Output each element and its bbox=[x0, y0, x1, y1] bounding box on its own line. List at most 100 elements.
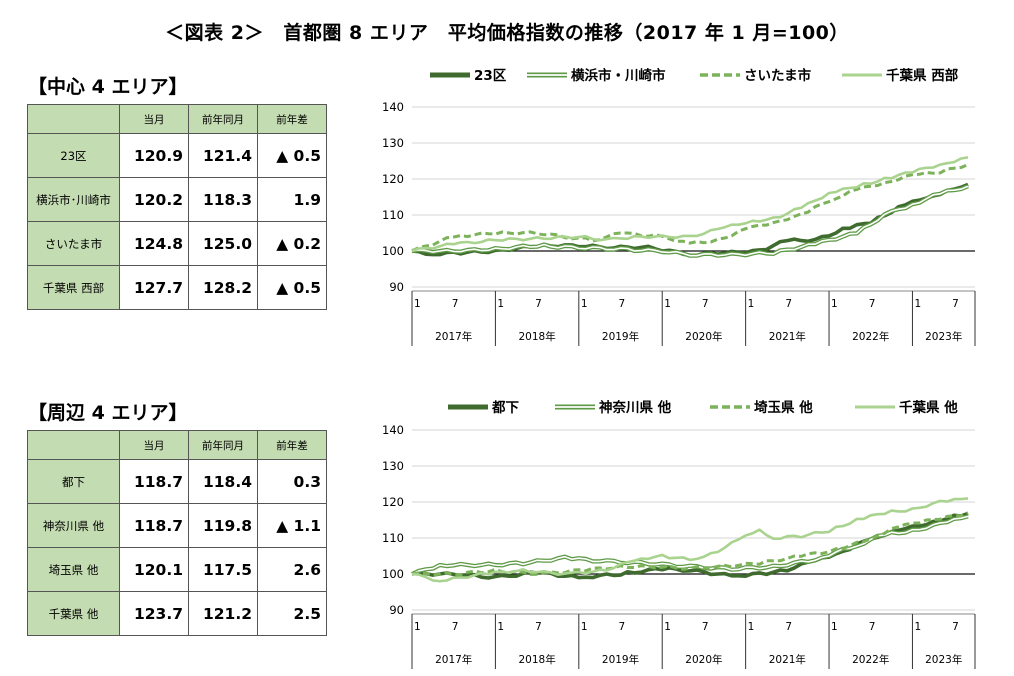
month-tick-label: 1 bbox=[664, 298, 671, 310]
yoy-diff-value: ▲ 0.5 bbox=[257, 133, 327, 178]
legend-label: 神奈川県 他 bbox=[599, 399, 672, 416]
y-tick-label: 100 bbox=[382, 567, 404, 581]
legend-item: 都下 bbox=[448, 400, 520, 416]
year-label: 2017年 bbox=[435, 653, 472, 666]
month-tick-label: 1 bbox=[414, 621, 421, 633]
prior-year-value: 117.5 bbox=[188, 547, 258, 592]
prior-year-value: 118.3 bbox=[188, 177, 258, 222]
month-tick-label: 1 bbox=[581, 298, 588, 310]
y-tick-label: 100 bbox=[382, 244, 404, 258]
table-row: さいたま市 124.8 125.0 ▲ 0.2 bbox=[27, 221, 327, 266]
year-label: 2021年 bbox=[769, 330, 806, 343]
column-header: 前年差 bbox=[257, 104, 327, 134]
y-tick-label: 130 bbox=[382, 136, 404, 150]
month-tick-label: 7 bbox=[619, 298, 626, 310]
row-label: さいたま市 bbox=[27, 221, 120, 266]
current-month-value: 120.1 bbox=[119, 547, 189, 592]
month-tick-label: 7 bbox=[452, 298, 459, 310]
current-month-value: 127.7 bbox=[119, 265, 189, 310]
legend-label: 都下 bbox=[491, 400, 520, 416]
series-line-1 bbox=[411, 184, 969, 258]
yoy-diff-value: 2.5 bbox=[257, 591, 327, 636]
row-label: 埼玉県 他 bbox=[27, 547, 120, 592]
yoy-diff-value: ▲ 1.1 bbox=[257, 503, 327, 548]
year-label: 2018年 bbox=[518, 330, 555, 343]
column-header: 当月 bbox=[119, 104, 189, 134]
section-title-central: 【中心 4 エリア】 bbox=[28, 76, 188, 98]
series-line-0 bbox=[411, 511, 969, 580]
y-tick-label: 130 bbox=[382, 459, 404, 473]
table-header-row: 当月 前年同月 前年差 bbox=[27, 104, 327, 134]
table-corner bbox=[27, 104, 120, 134]
yoy-diff-value: ▲ 0.5 bbox=[257, 265, 327, 310]
y-tick-label: 90 bbox=[389, 280, 404, 294]
table-row: 横浜市･川崎市 120.2 118.3 1.9 bbox=[27, 177, 327, 222]
year-label: 2019年 bbox=[602, 653, 639, 666]
column-header: 当月 bbox=[119, 430, 189, 460]
month-tick-label: 1 bbox=[914, 621, 921, 633]
legend-item: 埼玉県 他 bbox=[710, 399, 813, 416]
prior-year-value: 128.2 bbox=[188, 265, 258, 310]
yoy-diff-value: 1.9 bbox=[257, 177, 327, 222]
prior-year-value: 119.8 bbox=[188, 503, 258, 548]
table-corner bbox=[27, 430, 120, 460]
month-tick-label: 1 bbox=[831, 298, 838, 310]
figure-title: ＜図表 2＞ 首都圏 8 エリア 平均価格指数の推移（2017 年 1 月=10… bbox=[165, 22, 849, 44]
yoy-diff-value: ▲ 0.2 bbox=[257, 221, 327, 266]
legend-label: さいたま市 bbox=[744, 67, 812, 84]
month-tick-label: 7 bbox=[702, 298, 709, 310]
prior-year-value: 118.4 bbox=[188, 459, 258, 504]
legend-item: 千葉県 他 bbox=[855, 399, 958, 416]
row-label: 千葉県 西部 bbox=[27, 265, 120, 310]
year-label: 2023年 bbox=[925, 653, 962, 666]
section-title-peripheral: 【周辺 4 エリア】 bbox=[28, 402, 188, 424]
central-areas-line-chart: 90 100 110 120 130 140 1 7 2017年 1 7 2018年 1 7 2019年 1 7… bbox=[382, 67, 976, 346]
month-tick-label: 7 bbox=[785, 298, 792, 310]
current-month-value: 120.2 bbox=[119, 177, 189, 222]
year-label: 2020年 bbox=[685, 330, 722, 343]
legend-item: 神奈川県 他 bbox=[555, 399, 672, 416]
row-label: 千葉県 他 bbox=[27, 591, 120, 636]
legend-item: さいたま市 bbox=[700, 67, 812, 84]
month-tick-label: 1 bbox=[748, 621, 755, 633]
y-tick-label: 110 bbox=[382, 208, 404, 222]
current-month-value: 118.7 bbox=[119, 459, 189, 504]
month-tick-label: 1 bbox=[748, 298, 755, 310]
y-tick-label: 90 bbox=[389, 603, 404, 617]
table-row: 都下 118.7 118.4 0.3 bbox=[27, 459, 327, 504]
month-tick-label: 7 bbox=[535, 621, 542, 633]
month-tick-label: 7 bbox=[452, 621, 459, 633]
month-tick-label: 7 bbox=[619, 621, 626, 633]
table-row: 千葉県 他 123.7 121.2 2.5 bbox=[27, 591, 327, 636]
peripheral-areas-line-chart: 90 100 110 120 130 140 1 7 2017年 1 7 2018年 1 7 2019年 1 7… bbox=[382, 399, 976, 669]
central-table: 当月 前年同月 前年差 23区 120.9 121.4 ▲ 0.5 横浜市･川崎… bbox=[27, 104, 327, 310]
current-month-value: 120.9 bbox=[119, 133, 189, 178]
prior-year-value: 121.2 bbox=[188, 591, 258, 636]
y-tick-label: 120 bbox=[382, 495, 404, 509]
current-month-value: 118.7 bbox=[119, 503, 189, 548]
table-row: 千葉県 西部 127.7 128.2 ▲ 0.5 bbox=[27, 265, 327, 310]
prior-year-value: 125.0 bbox=[188, 221, 258, 266]
month-tick-label: 7 bbox=[869, 621, 876, 633]
series-line-3 bbox=[411, 156, 969, 253]
month-tick-label: 7 bbox=[785, 621, 792, 633]
column-header: 前年同月 bbox=[188, 104, 258, 134]
legend-item: 23区 bbox=[430, 68, 507, 84]
legend-item: 千葉県 西部 bbox=[842, 67, 959, 84]
row-label: 神奈川県 他 bbox=[27, 503, 120, 548]
month-tick-label: 1 bbox=[831, 621, 838, 633]
yoy-diff-value: 0.3 bbox=[257, 459, 327, 504]
month-tick-label: 1 bbox=[914, 298, 921, 310]
legend-label: 千葉県 他 bbox=[899, 399, 958, 416]
month-tick-label: 7 bbox=[869, 298, 876, 310]
month-tick-label: 1 bbox=[414, 298, 421, 310]
y-tick-label: 110 bbox=[382, 531, 404, 545]
series-line-3 bbox=[411, 497, 969, 583]
legend-label: 横浜市・川崎市 bbox=[571, 67, 666, 84]
row-label: 都下 bbox=[27, 459, 120, 504]
y-tick-label: 140 bbox=[382, 423, 404, 437]
prior-year-value: 121.4 bbox=[188, 133, 258, 178]
series-line-1-inner bbox=[411, 515, 969, 575]
current-month-value: 124.8 bbox=[119, 221, 189, 266]
series-line-2 bbox=[411, 163, 969, 253]
